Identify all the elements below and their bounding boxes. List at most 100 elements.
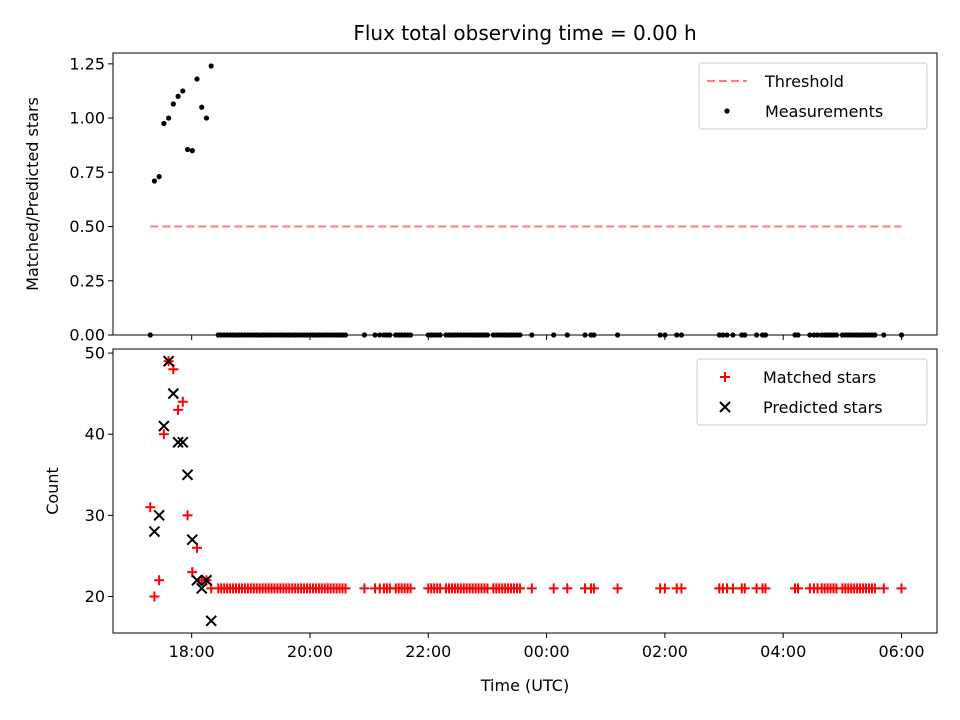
bottom-series-1-point-2 [158, 420, 170, 432]
bottom-series-0-point-6 [173, 404, 184, 415]
bottom-series-1-point-0 [148, 525, 161, 538]
top-legend: Threshold Measurements [698, 62, 928, 130]
bottom-xtick-label-0: 18:00 [169, 642, 215, 661]
top-series-1-point-9-shape [189, 148, 195, 154]
top-y-axis-label: Matched/Predicted stars [23, 97, 42, 291]
bottom-legend-handle-1 [719, 401, 731, 413]
chart-title: Flux total observing time = 0.00 h [353, 21, 696, 45]
top-ytick-label-0: 0.00 [69, 326, 105, 345]
bottom-xtick-label-4: 02:00 [642, 642, 688, 661]
top-series-1-point-12 [203, 115, 210, 121]
bottom-series-0-point-114 [727, 583, 738, 594]
top-legend-label-0: Threshold [764, 72, 844, 91]
bottom-series-0-point-106 [612, 583, 623, 594]
bottom-series-1-point-0-d2 [148, 525, 161, 538]
bottom-xtick-label-2: 22:00 [405, 642, 451, 661]
top-ytick-label-3: 0.75 [69, 163, 105, 182]
bottom-series-0-point-99 [514, 583, 525, 594]
bottom-series-0-point-143 [878, 583, 889, 594]
top-series-1-point-13-shape [208, 63, 214, 69]
top-series-1-point-7-shape [180, 88, 186, 94]
x-axis-label: Time (UTC) [480, 676, 569, 695]
bottom-series-1-point-11-d2 [200, 574, 213, 586]
top-series-1-point-6-shape [175, 93, 181, 99]
top-series-1-point-7 [180, 88, 186, 94]
bottom-series-1 [148, 355, 217, 627]
top-series-1-point-13 [208, 63, 214, 69]
bottom-series-1-point-10-d2 [196, 582, 208, 595]
bottom-xtick-label-1: 20:00 [287, 642, 333, 661]
top-series-1-point-11 [199, 104, 205, 110]
bottom-series-1-point-6 [177, 436, 189, 449]
bottom-series-0-point-7 [177, 396, 188, 407]
bottom-series-1-point-3 [162, 355, 175, 367]
top-axes-frame [112, 52, 938, 336]
bottom-axes: 20 30 40 50 18:00 20:00 22:00 00:00 02:00 04:00 06… [85, 344, 925, 661]
bottom-series-1-point-2-d2 [158, 420, 170, 432]
top-series-1-point-5-shape [170, 101, 176, 107]
top-legend-handle-1-shape [724, 108, 730, 114]
bottom-legend-label-1: Predicted stars [763, 398, 883, 417]
bottom-series-0-point-3 [158, 429, 169, 440]
bottom-legend-box [696, 358, 928, 426]
bottom-series-0-point-108 [659, 583, 670, 594]
top-series-1-point-8-shape [184, 146, 191, 153]
bottom-series-0 [145, 356, 907, 602]
star-count-panel: 20 30 40 50 18:00 20:00 22:00 00:00 02:00 04:00 06… [43, 344, 938, 661]
top-series-1-point-2 [156, 174, 162, 180]
bottom-series-1-point-9-d2 [191, 574, 203, 586]
bottom-series-0-point-105 [588, 583, 599, 594]
top-series-1-point-6 [175, 93, 181, 99]
top-series-1-point-1 [151, 178, 158, 184]
top-series-1-point-4 [166, 115, 172, 121]
bottom-series-0-point-110 [676, 583, 687, 594]
bottom-series-1-point-6-d2 [177, 436, 189, 449]
bottom-legend-handle-1-d2 [719, 401, 731, 413]
bottom-ytick-label-1: 30 [85, 506, 105, 525]
top-ytick-label-5: 1.25 [69, 54, 105, 73]
bottom-xtick-label-3: 00:00 [524, 642, 570, 661]
bottom-ytick-label-3: 50 [85, 344, 105, 363]
bottom-series-0-point-69 [405, 583, 416, 594]
bottom-series-0-point-2 [154, 575, 165, 586]
bottom-series-1-point-12-d2 [205, 615, 217, 627]
top-legend-label-1: Measurements [765, 102, 883, 121]
top-series-1-point-9 [189, 148, 195, 154]
bottom-xtick-label-6: 06:00 [878, 642, 924, 661]
bottom-series-1-point-1-d2 [153, 509, 165, 522]
bottom-series-0-point-0 [145, 502, 156, 513]
bottom-series-1-point-11 [200, 574, 213, 586]
top-series-1-point-2-shape [156, 174, 162, 180]
bottom-axes-frame [112, 348, 938, 634]
bottom-series-1-point-7-d2 [181, 469, 194, 481]
bottom-series-0-point-8 [182, 510, 193, 521]
bottom-series-1-point-8-d2 [186, 533, 198, 546]
bottom-series-1-point-9 [191, 574, 203, 586]
bottom-series-0-point-101 [548, 583, 559, 594]
top-series-1-point-5 [170, 101, 176, 107]
bottom-legend-handle-0 [720, 372, 730, 382]
bottom-legend-label-0: Matched stars [763, 368, 876, 387]
bottom-series-1-point-4 [167, 387, 180, 400]
bottom-series-0-point-144 [896, 583, 907, 594]
bottom-series-0-point-1 [149, 591, 160, 602]
top-series-1-point-8 [184, 146, 191, 153]
bottom-series-1-point-5 [172, 436, 184, 449]
top-series-1-point-4-shape [166, 115, 172, 121]
bottom-series-1-point-5-d2 [172, 436, 184, 449]
bottom-series-1-point-8 [186, 533, 198, 546]
top-series-1-point-10-shape [194, 76, 200, 82]
top-axes: 0.00 0.25 0.50 0.75 1.00 1.25 [69, 54, 903, 345]
top-ytick-label-2: 0.50 [69, 217, 105, 236]
bottom-y-axis-label: Count [43, 467, 62, 515]
bottom-series-1-point-1 [153, 509, 165, 522]
bottom-legend: Matched stars Predicted stars [696, 358, 928, 426]
top-series-1-point-10 [194, 76, 200, 82]
bottom-series-0-point-119 [760, 583, 771, 594]
bottom-series-1-point-3-d2 [162, 355, 175, 367]
bottom-series-0-point-100 [526, 583, 537, 594]
bottom-series-0-point-58 [359, 583, 370, 594]
bottom-series-0-point-121 [792, 583, 803, 594]
bottom-series-1-point-12 [205, 615, 217, 627]
top-series-1-point-12-shape [203, 115, 210, 121]
